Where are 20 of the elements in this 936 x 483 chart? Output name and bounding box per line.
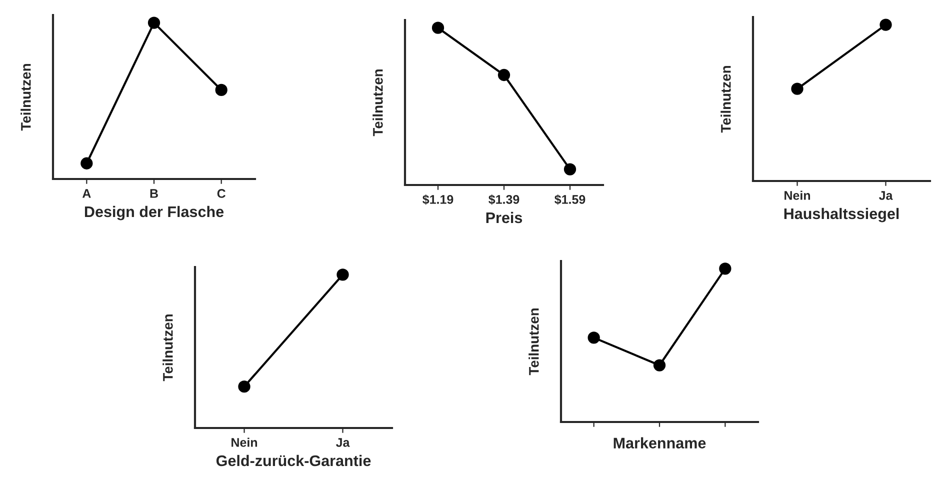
x-tick-label: B — [150, 189, 158, 198]
x-axis-title: Markenname — [614, 437, 706, 448]
y-axis-title: Teilnutzen — [720, 66, 731, 133]
y-axis-title: Teilnutzen — [162, 314, 173, 382]
x-tick-label: Nein — [232, 438, 258, 447]
y-axis-title: Teilnutzen — [372, 70, 383, 136]
y-axis-title: Teilnutzen — [528, 308, 539, 376]
x-axis-title: Preis — [486, 212, 522, 224]
x-tick-label: Ja — [878, 191, 893, 200]
x-tick-label: A — [82, 189, 91, 198]
x-tick-label: $1.39 — [488, 194, 520, 205]
x-tick-label: C — [217, 189, 226, 198]
x-axis-title: Geld-zurück-Garantie — [216, 454, 371, 466]
x-axis-title: Haushaltssiegel — [784, 208, 899, 222]
x-tick-label: $1.19 — [422, 194, 454, 205]
x-tick-label: $1.59 — [554, 194, 586, 205]
x-tick-label: Nein — [784, 190, 810, 200]
x-tick-label: Ja — [336, 438, 350, 447]
x-axis-title: Design der Flasche — [84, 206, 224, 220]
y-axis-title: Teilnutzen — [20, 64, 31, 131]
